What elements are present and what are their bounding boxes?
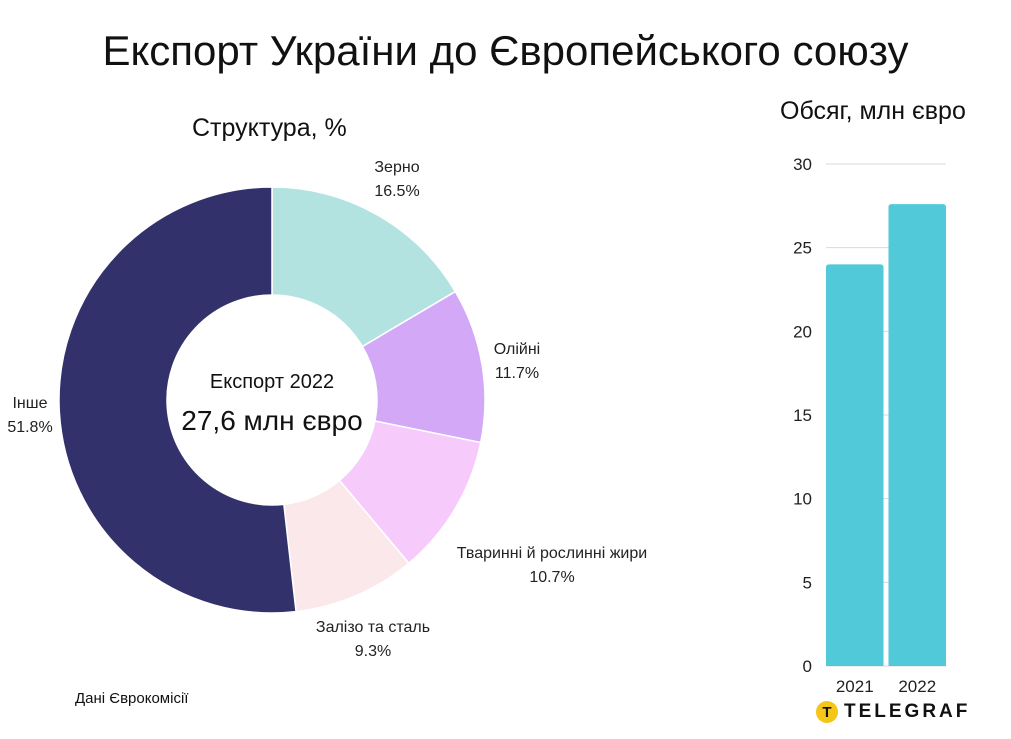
y-tick-label-25: 25 [793, 239, 812, 258]
slice-name-label-2: Олійні [494, 341, 540, 358]
y-tick-label-10: 10 [793, 490, 812, 509]
donut-subtitle: Структура, % [192, 114, 347, 142]
y-tick-label-0: 0 [803, 657, 812, 676]
telegraf-logo-icon: T [816, 701, 838, 723]
bar-2021 [826, 264, 884, 666]
bar-subtitle: Обсяг, млн євро [780, 97, 966, 125]
slice-value-label-5: 51.8% [7, 419, 52, 436]
slice-value-label-2: 11.7% [495, 365, 539, 382]
slice-name-label-1: Зерно [374, 159, 419, 176]
telegraf-logo-text: TELEGRAF [844, 701, 971, 722]
donut-center-value: 27,6 млн євро [181, 405, 362, 436]
donut-center-label: Експорт 2022 [210, 371, 334, 393]
slice-name-label-5: Інше [12, 395, 47, 412]
donut-slice-5 [58, 186, 297, 614]
chart-title: Експорт України до Європейського союзу [102, 27, 909, 74]
bar-2022 [888, 204, 946, 666]
slice-value-label-1: 16.5% [374, 183, 419, 200]
slice-value-label-4: 9.3% [355, 643, 391, 660]
y-tick-label-15: 15 [793, 406, 812, 425]
x-tick-label-2022: 2022 [898, 677, 936, 696]
slice-name-label-4: Залізо та сталь [316, 619, 430, 636]
slice-value-label-3: 10.7% [529, 569, 574, 586]
x-tick-label-2021: 2021 [836, 677, 874, 696]
y-tick-label-5: 5 [803, 573, 812, 592]
source-note: Дані Єврокомісії [75, 690, 189, 707]
slice-name-label-3: Тваринні й рослинні жири [457, 545, 647, 562]
y-tick-label-20: 20 [793, 322, 812, 341]
donut-slice-1 [271, 186, 457, 348]
telegraf-logo: T TELEGRAF [816, 700, 970, 724]
y-tick-label-30: 30 [793, 155, 812, 174]
